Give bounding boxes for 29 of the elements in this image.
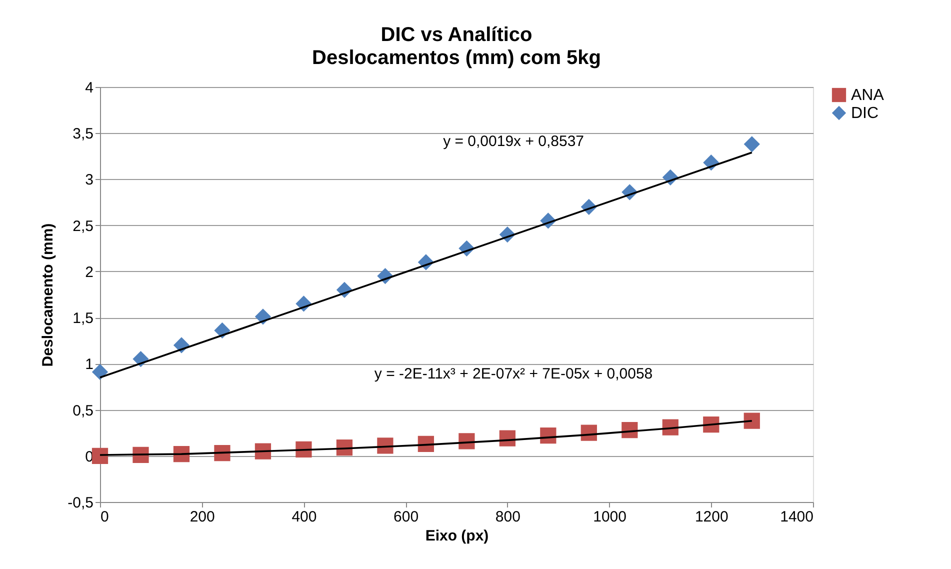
y-tick-label: 2 [85, 264, 94, 281]
annotation: y = -2E-11x³ + 2E-07x² + 7E-05x + 0,0058 [374, 365, 653, 382]
point [744, 412, 760, 429]
point [92, 364, 108, 380]
y-tick-label: -0,5 [68, 494, 94, 512]
y-tick-label: 2,5 [72, 218, 94, 235]
y-tick-label: 0,5 [72, 402, 94, 420]
y-tick-label: 1,5 [72, 310, 94, 328]
y-tick-label: 4 [85, 80, 94, 96]
legend-label: ANA [851, 87, 884, 104]
x-tick-label: 200 [190, 508, 215, 526]
x-tick-label: 1000 [593, 508, 626, 526]
point [92, 448, 108, 464]
y-tick-label: 3,5 [72, 126, 94, 143]
chart-subtitle: Deslocamentos (mm) com 5kg [312, 47, 601, 69]
point [744, 136, 760, 152]
x-tick-label: 400 [292, 508, 317, 526]
x-tick-label: 0 [100, 508, 109, 526]
x-tick-label: 800 [495, 508, 520, 526]
y-axis-title: Deslocamento (mm) [40, 223, 57, 367]
x-tick-label: 600 [394, 508, 419, 526]
x-tick-label: 1200 [694, 508, 728, 526]
legend-label: DIC [851, 105, 879, 122]
y-tick-label: 3 [85, 172, 94, 189]
x-axis-title: Eixo (px) [425, 528, 489, 544]
x-tick-label: 1400 [780, 508, 814, 526]
chart-title: DIC vs Analítico [380, 24, 532, 46]
y-tick-label: 1 [85, 356, 94, 374]
annotation: y = 0,0019x + 0,8537 [443, 132, 584, 150]
